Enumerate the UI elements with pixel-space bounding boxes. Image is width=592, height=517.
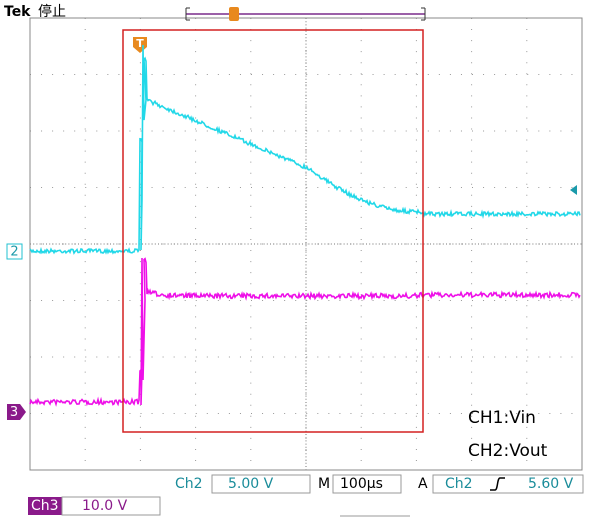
ch2-scale: 5.00 V (228, 476, 274, 492)
ch2-marker: 2 (6, 243, 23, 260)
box (61, 496, 161, 516)
ch3-trace (29, 257, 581, 407)
ch3-marker: 3 (7, 404, 26, 420)
brand: Tek (4, 4, 31, 20)
ch3-scale: 10.0 V (82, 498, 128, 514)
annotation: CH2:Vout (468, 441, 548, 461)
ch3-label-box (28, 497, 62, 515)
trigger-level-arrow (570, 185, 577, 195)
ch2-label: Ch2 (175, 476, 203, 492)
record-bar (185, 7, 426, 21)
screen-border (29, 17, 583, 471)
highlight-box (122, 29, 424, 433)
time-label: M (318, 476, 330, 492)
trigger-marker: T (136, 37, 144, 50)
ch3-label: Ch3 (31, 498, 59, 514)
box (432, 474, 584, 494)
trigger-level: 5.60 V (528, 476, 574, 492)
ch3-marker-label: 3 (10, 405, 18, 420)
trigger-mode: A (418, 476, 428, 492)
annotation: CH1:Vin (468, 408, 536, 428)
ch2-marker-label: 2 (10, 245, 18, 260)
edge-icon (490, 477, 505, 491)
box (332, 474, 402, 494)
box (211, 474, 311, 494)
trigger-source: Ch2 (445, 476, 473, 492)
readout: Ch2 5.00 V M 100µs A Ch2 5.60 V Ch3 10.0… (28, 474, 584, 517)
time-scale: 100µs (340, 476, 383, 492)
status: 停止 (38, 3, 66, 20)
